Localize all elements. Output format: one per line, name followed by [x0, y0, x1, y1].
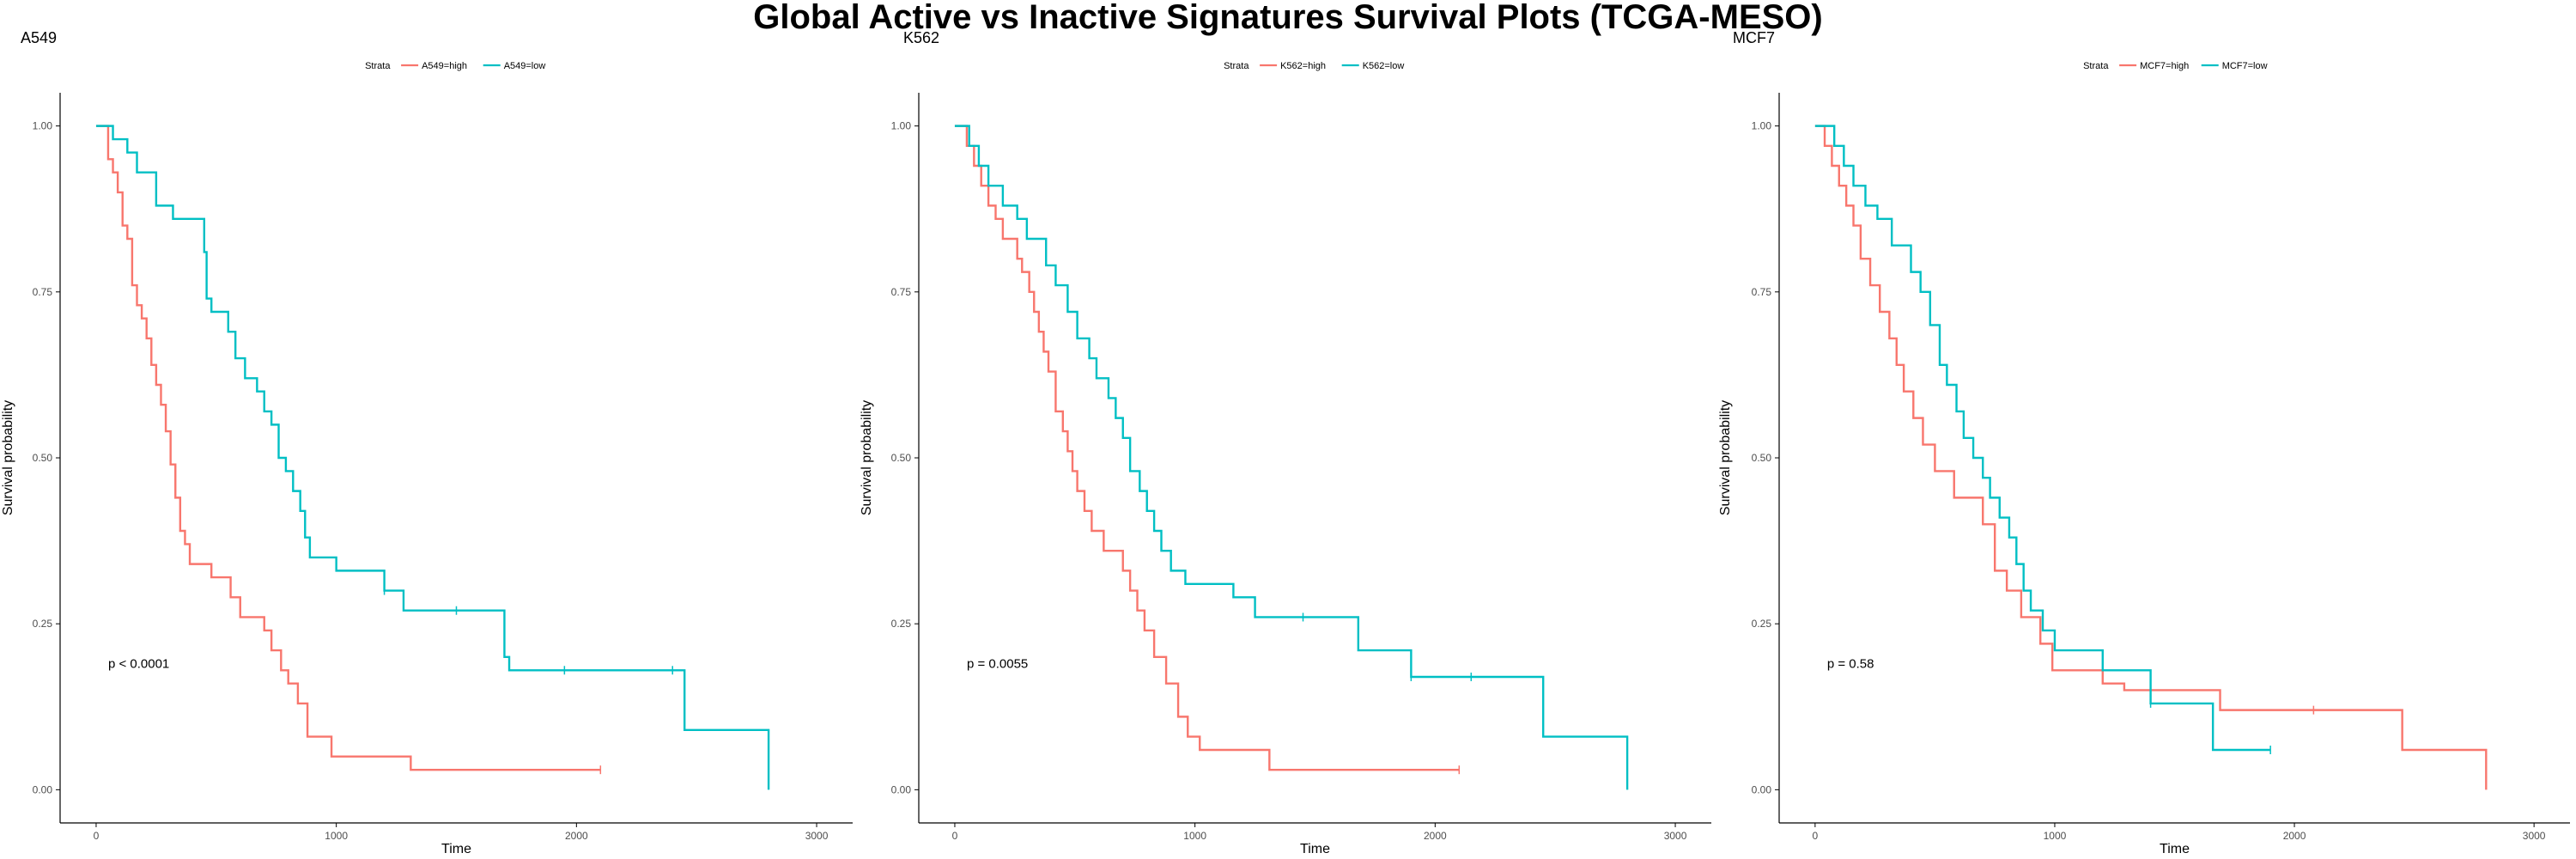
legend-label: K562=high: [1280, 61, 1326, 71]
y-tick-label: 1.00: [33, 120, 53, 132]
x-tick-label: 2000: [2283, 830, 2306, 842]
y-tick-label: 0.50: [891, 452, 912, 464]
y-tick-label: 1.00: [1752, 120, 1772, 132]
legend-label: A549=low: [504, 61, 546, 71]
legend-title: Strata: [2083, 61, 2109, 71]
y-tick-label: 0.00: [33, 783, 53, 795]
y-tick-label: 0.75: [33, 286, 53, 298]
x-tick-label: 1000: [1183, 830, 1206, 842]
p-value-label: p < 0.0001: [108, 657, 169, 672]
legend-label: MCF7=high: [2140, 61, 2189, 71]
legend: Strata K562=high K562=low: [1224, 61, 1404, 71]
legend: Strata A549=high A549=low: [365, 61, 545, 71]
y-tick-label: 0.50: [33, 452, 53, 464]
survival-curve-k562-low: [954, 125, 1629, 790]
survival-panel-k562: K562 Strata K562=high K562=low 0.00 0.25 0.50 0…: [860, 29, 1711, 856]
survival-panel-a549: A549 Strata A549=high A549=low 0.00 0.25 0.50 0…: [1, 29, 853, 856]
legend-label: K562=low: [1363, 61, 1405, 71]
x-tick-label: 3000: [805, 830, 829, 842]
x-tick-label: 3000: [2523, 830, 2546, 842]
x-tick-label: 0: [952, 830, 958, 842]
y-tick-label: 0.00: [1752, 783, 1772, 795]
y-tick-label: 0.75: [1752, 286, 1772, 298]
panel-subtitle: A549: [21, 29, 57, 46]
y-tick-label: 0.25: [891, 618, 912, 630]
x-axis-label: Time: [1300, 842, 1330, 856]
legend-title: Strata: [365, 61, 391, 71]
page-title: Global Active vs Inactive Signatures Sur…: [753, 0, 1823, 36]
y-tick-label: 1.00: [891, 120, 912, 132]
legend-label: A549=high: [422, 61, 467, 71]
p-value-label: p = 0.0055: [967, 657, 1028, 672]
y-tick-label: 0.25: [33, 618, 53, 630]
x-tick-label: 0: [1813, 830, 1819, 842]
y-axis-label: Survival probability: [860, 400, 874, 515]
y-tick-label: 0.25: [1752, 618, 1772, 630]
survival-curve-a549-high: [95, 125, 601, 771]
panel-subtitle: K562: [903, 29, 939, 46]
panel-subtitle: MCF7: [1733, 29, 1775, 46]
survival-curve-a549-low: [95, 125, 770, 790]
x-tick-label: 3000: [1664, 830, 1687, 842]
legend: Strata MCF7=high MCF7=low: [2083, 61, 2268, 71]
survival-curve-mcf7-low: [1814, 125, 2271, 752]
survival-panel-mcf7: MCF7 Strata MCF7=high MCF7=low 0.00 0.25 0.50 0…: [1718, 29, 2570, 856]
y-axis-label: Survival probability: [1718, 400, 1733, 515]
p-value-label: p = 0.58: [1827, 657, 1874, 672]
x-tick-label: 0: [94, 830, 100, 842]
y-axis-label: Survival probability: [1, 400, 15, 515]
y-tick-label: 0.00: [891, 783, 912, 795]
legend-label: MCF7=low: [2222, 61, 2268, 71]
x-tick-label: 2000: [565, 830, 588, 842]
x-axis-label: Time: [2160, 842, 2190, 856]
y-tick-label: 0.50: [1752, 452, 1772, 464]
x-tick-label: 2000: [1424, 830, 1447, 842]
y-tick-label: 0.75: [891, 286, 912, 298]
x-tick-label: 1000: [325, 830, 348, 842]
x-tick-label: 1000: [2044, 830, 2067, 842]
legend-title: Strata: [1224, 61, 1249, 71]
survival-curve-k562-high: [954, 125, 1460, 771]
survival-curve-mcf7-high: [1814, 125, 2488, 790]
x-axis-label: Time: [441, 842, 471, 856]
